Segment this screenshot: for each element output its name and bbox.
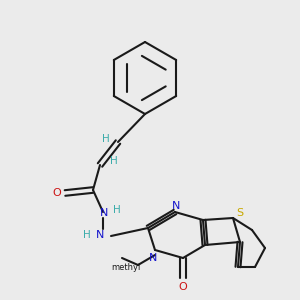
- Text: H: H: [83, 230, 91, 240]
- Text: O: O: [52, 188, 62, 198]
- Text: H: H: [110, 156, 118, 166]
- Text: S: S: [236, 208, 244, 218]
- Text: N: N: [96, 230, 104, 240]
- Text: O: O: [178, 282, 188, 292]
- Text: H: H: [102, 134, 110, 144]
- Text: methyl: methyl: [111, 263, 141, 272]
- Text: N: N: [100, 208, 108, 218]
- Text: H: H: [113, 205, 121, 215]
- Text: N: N: [172, 201, 180, 211]
- Text: N: N: [149, 253, 157, 263]
